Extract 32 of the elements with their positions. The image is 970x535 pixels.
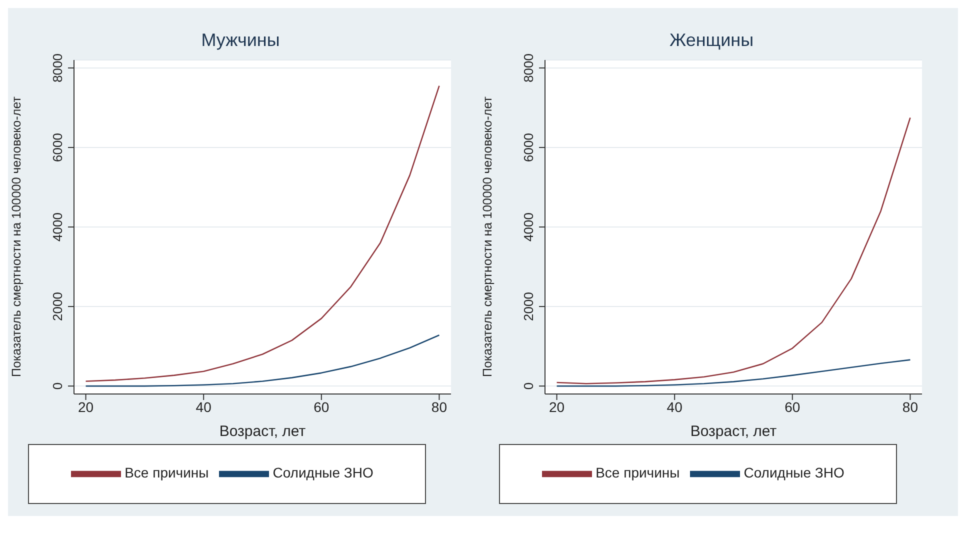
line-series — [85, 85, 440, 382]
legend-label: Все причины — [596, 464, 680, 481]
x-tick-label: 20 — [78, 398, 94, 415]
legend-label: Солидные ЗНО — [744, 464, 844, 481]
y-axis-title: Показатель смертности на 100000 человеко-лет — [9, 96, 24, 377]
chart-title: Женщины — [668, 29, 755, 52]
x-tick-label: 80 — [431, 398, 448, 415]
x-tick-label: 80 — [902, 398, 918, 415]
x-tick-label: 60 — [314, 398, 330, 415]
chart-title: Мужчины — [200, 29, 281, 52]
legend-label: Солидные ЗНО — [272, 464, 374, 481]
y-tick-label: 8000 — [521, 53, 536, 82]
x-tick-label: 20 — [548, 398, 565, 415]
y-axis-title: Показатель смертности на 100000 человеко-лет — [480, 96, 494, 377]
y-tick-label: 6000 — [50, 133, 65, 162]
x-tick-label: 60 — [784, 398, 800, 415]
x-axis-title: Возраст, лет — [690, 423, 777, 440]
y-tick-label: 4000 — [50, 212, 65, 242]
y-tick-label: 8000 — [50, 53, 65, 82]
y-tick-label: 0 — [521, 382, 536, 390]
y-tick-label: 6000 — [521, 133, 536, 162]
y-tick-label: 4000 — [521, 212, 536, 242]
y-tick-label: 2000 — [50, 292, 65, 321]
x-tick-label: 40 — [196, 398, 212, 415]
y-tick-label: 0 — [50, 382, 65, 390]
line-series — [85, 334, 440, 387]
x-axis-title: Возраст, лет — [219, 423, 306, 440]
line-series — [556, 359, 911, 387]
line-series — [556, 117, 911, 384]
y-tick-label: 2000 — [521, 292, 536, 321]
legend-label: Все причины — [124, 464, 209, 481]
x-tick-label: 40 — [666, 398, 683, 415]
